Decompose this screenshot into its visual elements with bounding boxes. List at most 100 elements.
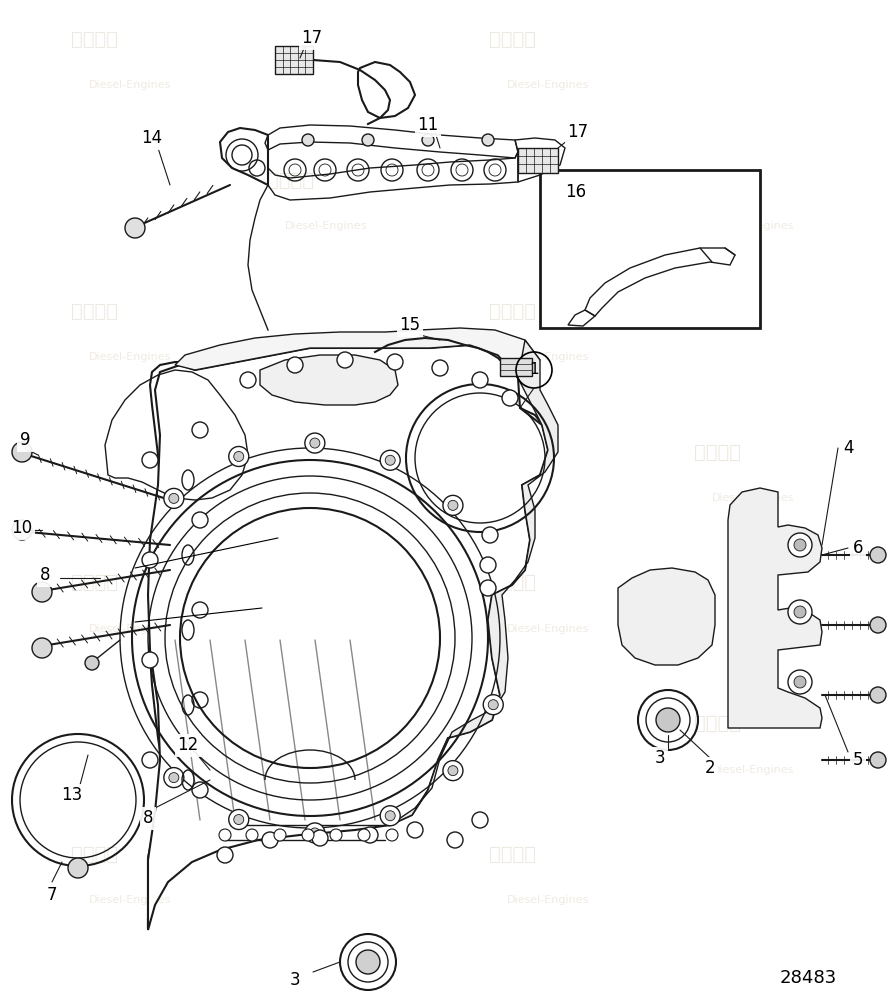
Circle shape [125, 218, 145, 238]
Circle shape [240, 372, 256, 388]
Text: 紫发动力: 紫发动力 [267, 171, 314, 190]
Bar [500, 358, 532, 376]
Circle shape [472, 372, 488, 388]
Text: 11: 11 [417, 116, 439, 134]
Text: Diesel-Engines: Diesel-Engines [89, 352, 172, 362]
Polygon shape [260, 355, 398, 405]
Circle shape [229, 447, 249, 467]
Circle shape [788, 533, 812, 557]
Circle shape [870, 687, 886, 703]
Text: 28483: 28483 [780, 969, 837, 987]
Text: 6: 6 [853, 539, 863, 557]
Text: Diesel-Engines: Diesel-Engines [89, 624, 172, 634]
Text: 紫发动力: 紫发动力 [71, 30, 118, 49]
Circle shape [448, 500, 458, 510]
Circle shape [386, 829, 398, 841]
Circle shape [310, 828, 320, 838]
Circle shape [169, 773, 179, 783]
Circle shape [85, 656, 99, 670]
Text: Diesel-Engines: Diesel-Engines [507, 895, 590, 905]
Circle shape [217, 847, 233, 863]
Text: 8: 8 [142, 809, 153, 827]
Text: 9: 9 [20, 431, 30, 449]
Circle shape [870, 547, 886, 563]
Text: Diesel-Engines: Diesel-Engines [89, 895, 172, 905]
Text: 17: 17 [302, 29, 322, 47]
Text: 15: 15 [400, 316, 421, 334]
Circle shape [362, 134, 374, 146]
Text: 5: 5 [853, 751, 863, 769]
Text: 紫发动力: 紫发动力 [71, 573, 118, 593]
Circle shape [432, 360, 448, 376]
Circle shape [142, 452, 158, 468]
Circle shape [387, 354, 403, 370]
Circle shape [788, 670, 812, 694]
Text: Diesel-Engines: Diesel-Engines [285, 221, 368, 231]
Polygon shape [728, 488, 822, 728]
Circle shape [358, 829, 370, 841]
Circle shape [68, 858, 88, 878]
Bar [540, 170, 760, 328]
Circle shape [142, 552, 158, 568]
Text: 紫发动力: 紫发动力 [694, 443, 741, 462]
Text: 紫发动力: 紫发动力 [490, 573, 537, 593]
Text: 3: 3 [655, 749, 666, 767]
Circle shape [385, 811, 395, 821]
Circle shape [483, 695, 503, 714]
Circle shape [489, 700, 498, 709]
Text: 1: 1 [530, 362, 538, 377]
Text: Diesel-Engines: Diesel-Engines [285, 765, 368, 775]
Text: 14: 14 [142, 129, 163, 147]
Text: 2: 2 [705, 759, 716, 777]
Circle shape [305, 433, 325, 453]
Text: 紫发动力: 紫发动力 [694, 171, 741, 190]
Circle shape [305, 823, 325, 843]
Polygon shape [148, 345, 548, 928]
Circle shape [502, 390, 518, 406]
Circle shape [164, 488, 184, 508]
Circle shape [448, 766, 458, 776]
Circle shape [380, 806, 400, 826]
Circle shape [362, 827, 378, 843]
Circle shape [274, 829, 286, 841]
Circle shape [794, 606, 806, 618]
Circle shape [472, 812, 488, 828]
Circle shape [302, 134, 314, 146]
Circle shape [443, 761, 463, 781]
Text: 10: 10 [12, 519, 33, 537]
Circle shape [234, 815, 244, 825]
Circle shape [142, 652, 158, 668]
Circle shape [480, 557, 496, 573]
Circle shape [32, 582, 52, 602]
Circle shape [32, 638, 52, 658]
Text: Diesel-Engines: Diesel-Engines [712, 221, 795, 231]
Text: 紫发动力: 紫发动力 [490, 302, 537, 321]
Circle shape [262, 832, 278, 848]
Circle shape [287, 357, 303, 373]
Text: 紫发动力: 紫发动力 [71, 845, 118, 864]
Polygon shape [390, 340, 558, 825]
Circle shape [302, 829, 314, 841]
Circle shape [407, 822, 423, 838]
Polygon shape [175, 328, 540, 378]
Circle shape [656, 708, 680, 732]
Circle shape [192, 782, 208, 798]
Text: 13: 13 [61, 786, 83, 804]
Text: 紫发动力: 紫发动力 [490, 845, 537, 864]
Text: 8: 8 [40, 566, 50, 584]
Text: Diesel-Engines: Diesel-Engines [285, 493, 368, 503]
Circle shape [192, 512, 208, 528]
Circle shape [169, 493, 179, 503]
Circle shape [788, 600, 812, 624]
Circle shape [330, 829, 342, 841]
Text: Diesel-Engines: Diesel-Engines [712, 765, 795, 775]
Circle shape [870, 617, 886, 633]
Circle shape [229, 810, 249, 830]
Circle shape [356, 950, 380, 974]
Text: 紫发动力: 紫发动力 [267, 443, 314, 462]
Circle shape [164, 768, 184, 788]
Bar [518, 148, 558, 173]
Text: Diesel-Engines: Diesel-Engines [507, 352, 590, 362]
Text: Diesel-Engines: Diesel-Engines [712, 493, 795, 503]
Text: 3: 3 [289, 971, 300, 989]
